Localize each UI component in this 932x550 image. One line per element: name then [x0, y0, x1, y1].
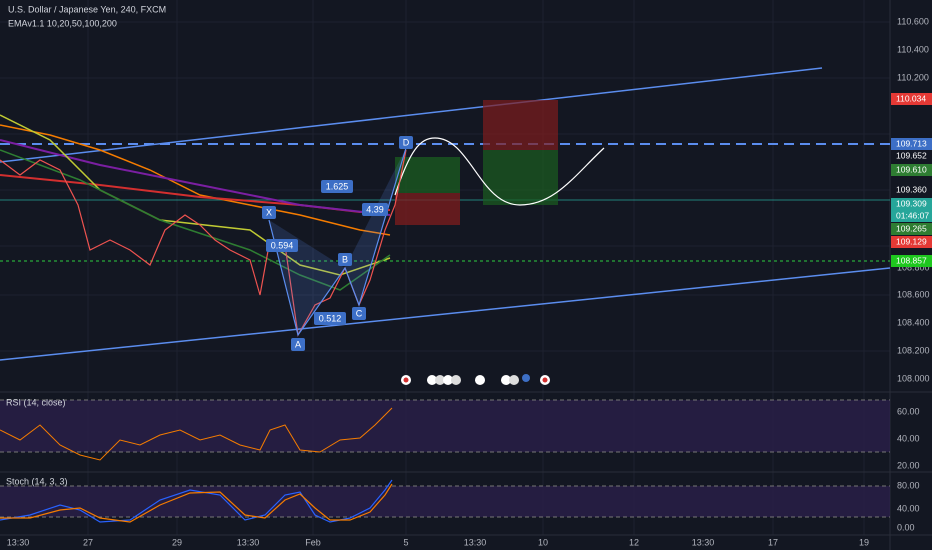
price-tag: 109.309	[896, 198, 927, 208]
price-tag: 108.857	[896, 255, 927, 265]
projection-curve	[394, 137, 605, 206]
axis-label: 40.00	[897, 433, 920, 443]
event-icons	[401, 374, 550, 385]
pattern-ratio: 0.594	[271, 240, 294, 250]
time-label: 27	[83, 537, 93, 547]
ema	[0, 139, 391, 216]
pane-title: Stoch (14, 3, 3)	[6, 476, 68, 486]
axis-label: 108.800	[897, 262, 930, 272]
pane-title: RSI (14, close)	[6, 397, 66, 407]
pattern-point: X	[266, 207, 272, 217]
time-label: 13:30	[7, 537, 30, 547]
axis-label: 40.00	[897, 503, 920, 513]
axis-label: 0.00	[897, 522, 915, 532]
stoch-band	[0, 486, 890, 517]
pattern-point: A	[295, 339, 301, 349]
axis-label: 110.600	[897, 16, 929, 26]
price-tag: 109.265	[896, 223, 927, 233]
trend-line	[0, 67, 823, 163]
pattern-ratio: 4.39	[366, 204, 384, 214]
time-label: 19	[859, 537, 869, 547]
profit-zone	[483, 150, 558, 205]
loss-zone	[395, 193, 460, 225]
axis-label: 108.200	[897, 345, 930, 355]
axis-label: 108.600	[897, 289, 930, 299]
price-tags: 110.034 109.713 109.652 109.610 109.360 …	[891, 93, 932, 267]
profit-zone	[395, 157, 460, 193]
pattern-ratio: 0.512	[319, 313, 342, 323]
time-axis: 13:30 27 29 13:30 Feb 5 13:30 10 12 13:3…	[7, 537, 869, 547]
indicator-label: EMAv1.1 10,20,50,100,200	[8, 18, 117, 28]
grid	[0, 0, 890, 535]
price-trace	[0, 149, 407, 337]
ema	[0, 114, 391, 276]
time-label: 13:30	[237, 537, 260, 547]
pattern-point: B	[342, 254, 348, 264]
price-tag: 109.610	[896, 164, 927, 174]
loss-zone	[483, 100, 558, 150]
ema	[0, 124, 391, 236]
ema	[0, 149, 391, 291]
symbol-title: U.S. Dollar / Japanese Yen, 240, FXCM	[8, 4, 166, 14]
time-label: 12	[629, 537, 639, 547]
time-label: 10	[538, 537, 548, 547]
price-axis: 110.600 110.400 110.200 108.800 108.600 …	[897, 16, 930, 383]
axis-label: 20.00	[897, 460, 920, 470]
rsi-line	[0, 407, 393, 461]
trend-line	[0, 267, 891, 361]
time-label: Feb	[305, 537, 321, 547]
axis-label: 80.00	[897, 480, 920, 490]
price-tag: 110.034	[896, 93, 926, 103]
pattern-line	[268, 147, 407, 337]
price-tag: 109.129	[896, 236, 927, 246]
stoch-k	[0, 479, 393, 523]
pattern-labels: X A B C D 1.625 0.594 0.512 4.39	[262, 136, 413, 351]
time-label: 17	[768, 537, 778, 547]
pattern-fill	[345, 148, 406, 305]
time-label: 13:30	[464, 537, 487, 547]
axis-label: 60.00	[897, 406, 920, 416]
pattern-point: D	[403, 137, 410, 147]
price-tag: 109.652	[896, 150, 927, 160]
price-tag: 109.360	[896, 184, 927, 194]
countdown: 01:46:07	[896, 210, 929, 220]
price-tag: 109.713	[896, 138, 927, 148]
axis-label: 108.000	[897, 373, 930, 383]
time-label: 5	[403, 537, 408, 547]
pattern-ratio: 1.625	[326, 181, 349, 191]
axis-label: 108.400	[897, 317, 930, 327]
axis-label: 110.400	[897, 44, 929, 54]
time-label: 13:30	[692, 537, 715, 547]
rsi-band	[0, 400, 890, 452]
time-label: 29	[172, 537, 182, 547]
axis-label: 110.200	[897, 72, 929, 82]
pattern-point: C	[356, 308, 363, 318]
stoch-d	[0, 483, 393, 523]
